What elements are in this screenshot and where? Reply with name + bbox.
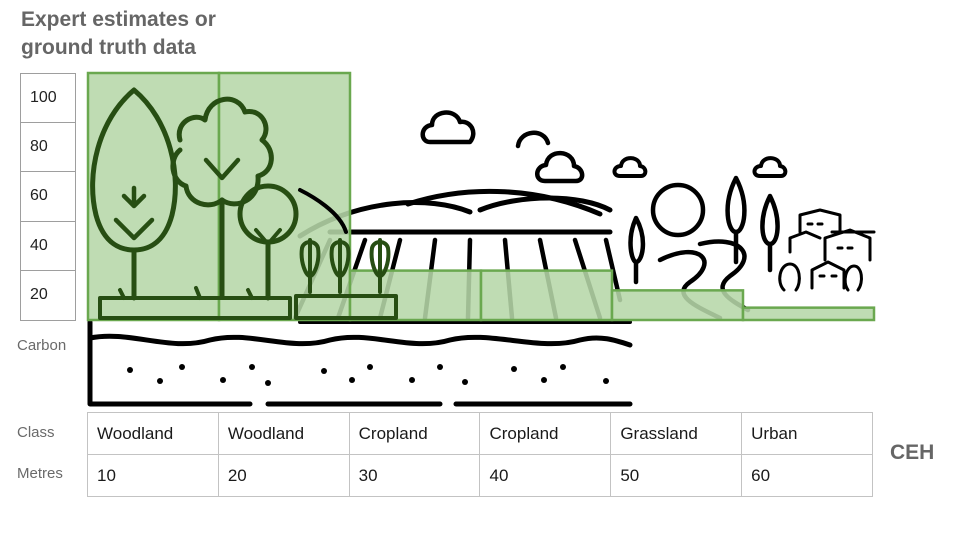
scale-tick: 80 [21, 123, 75, 173]
woodland-trees-icon [90, 87, 299, 320]
class-cell: Grassland [610, 412, 743, 455]
class-cell: Woodland [87, 412, 219, 455]
heading: Expert estimates or ground truth data [21, 6, 321, 62]
cloud-icon [515, 130, 585, 184]
brand-label: CEH [890, 441, 935, 464]
metres-cell: 10 [87, 454, 219, 497]
carbon-label: Carbon [17, 337, 67, 354]
metres-cell: 20 [217, 454, 350, 497]
wheat-icon [294, 188, 398, 320]
class-cell: Woodland [217, 412, 350, 455]
class-cell: Cropland [479, 412, 612, 455]
soil-icon [87, 319, 633, 407]
value-scale: 100 80 60 40 20 [20, 73, 76, 321]
cloud-icon [420, 110, 476, 145]
bar-urban-60 [741, 306, 876, 322]
metres-label: Metres [17, 465, 63, 482]
metres-cell: 60 [741, 454, 873, 497]
metres-cell: 30 [348, 454, 481, 497]
river-icon [628, 175, 780, 321]
scale-tick: 60 [21, 172, 75, 222]
metres-cell: 50 [610, 454, 743, 497]
scale-tick: 20 [30, 286, 48, 304]
class-cell: Urban [741, 412, 873, 455]
class-label: Class [17, 424, 55, 441]
heading-line-2: ground truth data [21, 36, 196, 59]
class-row: Woodland Woodland Cropland Cropland Gras… [87, 412, 873, 455]
bars [86, 71, 876, 322]
bar-grassland-50 [610, 289, 745, 322]
soil-dots [127, 364, 609, 386]
class-cell: Cropland [348, 412, 481, 455]
scale-tick: 40 [21, 222, 75, 271]
metres-row: 10 20 30 40 50 60 [87, 454, 873, 497]
village-icon [778, 208, 876, 292]
bar-woodland-20 [217, 71, 352, 322]
cloud-icon [752, 156, 788, 178]
class-table: Woodland Woodland Cropland Cropland Gras… [87, 412, 873, 497]
scale-tick: 100 [21, 74, 75, 124]
cloud-icon [612, 156, 648, 178]
bar-cropland-40 [479, 269, 614, 322]
metres-cell: 40 [479, 454, 612, 497]
heading-line-1: Expert estimates or [21, 8, 216, 31]
